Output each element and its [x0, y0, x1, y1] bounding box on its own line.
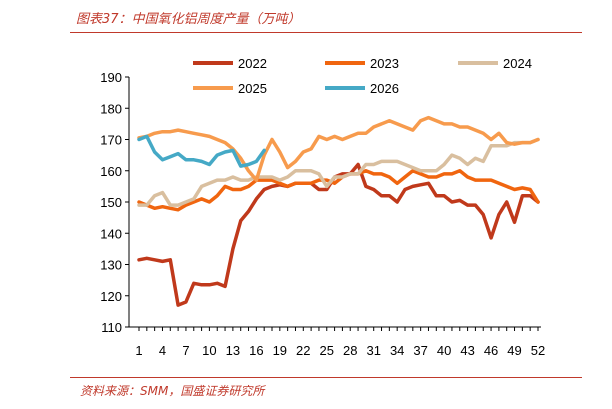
y-tick-label: 130 — [100, 258, 122, 273]
figure-title: 图表37：中国氧化铝周度产量（万吨） — [76, 12, 301, 27]
x-tick-label: 19 — [273, 343, 287, 358]
series-line-2025 — [137, 115, 540, 182]
x-tick-label: 31 — [366, 343, 380, 358]
series-line-2023 — [137, 169, 540, 212]
y-tick-label: 140 — [100, 226, 122, 241]
figure-source: 资料来源：SMM，国盛证券研究所 — [80, 384, 265, 398]
x-tick-label: 7 — [182, 343, 189, 358]
legend-label-2025: 2025 — [238, 81, 267, 96]
x-tick-label: 13 — [226, 343, 240, 358]
y-tick-label: 160 — [100, 164, 122, 179]
x-tick-label: 52 — [531, 343, 545, 358]
y-tick-label: 120 — [100, 289, 122, 304]
series-line-2024 — [137, 137, 540, 207]
legend-label-2024: 2024 — [503, 56, 532, 71]
legend-label-2022: 2022 — [238, 56, 267, 71]
chart-legend: 2022 2023 2024 2025 2026 — [193, 56, 532, 96]
x-tick-label: 25 — [320, 343, 334, 358]
x-tick-label: 46 — [484, 343, 498, 358]
legend-label-2026: 2026 — [370, 81, 399, 96]
x-tick-label: 34 — [390, 343, 404, 358]
y-tick-label: 110 — [101, 320, 122, 335]
series-line-2022 — [137, 162, 540, 307]
y-tick-label: 190 — [100, 70, 122, 85]
x-tick-label: 4 — [159, 343, 166, 358]
x-tick-label: 28 — [343, 343, 357, 358]
series-line-2026 — [137, 134, 266, 168]
series-layer — [137, 115, 540, 307]
x-tick-label: 10 — [202, 343, 216, 358]
x-tick-label: 16 — [249, 343, 263, 358]
x-tick-label: 40 — [437, 343, 451, 358]
x-tick-label: 37 — [413, 343, 427, 358]
x-tick-label: 43 — [460, 343, 474, 358]
x-tick-label: 49 — [507, 343, 521, 358]
x-tick-label: 22 — [296, 343, 310, 358]
y-tick-label: 150 — [100, 195, 122, 210]
top-rule — [70, 32, 582, 33]
y-tick-label: 180 — [100, 101, 122, 116]
x-tick-label: 1 — [135, 343, 142, 358]
bottom-rule — [70, 377, 582, 378]
legend-label-2023: 2023 — [370, 56, 399, 71]
chart-axes: 110 120 130 140 150 160 170 180 190 1 4 7 10 13 16 19 22… — [100, 70, 545, 358]
y-tick-label: 170 — [100, 133, 122, 148]
